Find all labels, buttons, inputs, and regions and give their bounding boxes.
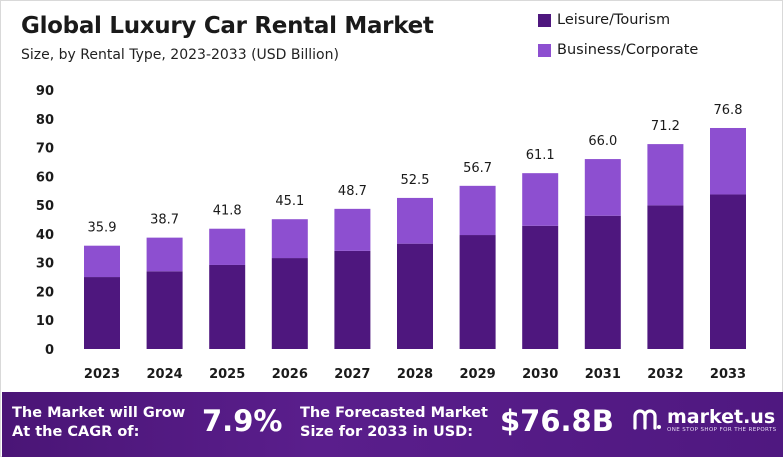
x-tick-label-2030: 2030 xyxy=(522,367,558,382)
brand-logo: market.us ONE STOP SHOP FOR THE REPORTS xyxy=(632,406,777,434)
data-label-2024: 38.7 xyxy=(150,213,179,228)
bar-leisure-2029 xyxy=(459,235,496,349)
y-tick-label-80: 80 xyxy=(36,113,54,128)
data-label-2026: 45.1 xyxy=(275,194,304,209)
bar-business-2027 xyxy=(334,208,371,251)
x-tick-label-2025: 2025 xyxy=(209,367,245,382)
bar-business-2033 xyxy=(710,127,746,195)
legend-item-leisure: Leisure/Tourism xyxy=(538,7,698,33)
x-tick-label-2024: 2024 xyxy=(147,367,183,382)
data-label-2027: 48.7 xyxy=(338,184,367,199)
data-label-2023: 35.9 xyxy=(88,221,117,236)
legend-label-leisure: Leisure/Tourism xyxy=(557,12,671,28)
forecast-label-line1: The Forecasted Market xyxy=(300,405,488,421)
x-tick-label-2029: 2029 xyxy=(460,367,496,382)
cagr-value: 7.9% xyxy=(202,404,283,438)
market-us-logo-icon xyxy=(633,409,661,430)
bar-chart: 010203040506070809035.9202338.7202441.82… xyxy=(36,84,746,382)
bar-business-2029 xyxy=(459,185,496,236)
legend-label-business: Business/Corporate xyxy=(557,42,699,58)
bar-business-2025 xyxy=(209,228,246,265)
bar-leisure-2030 xyxy=(522,225,559,349)
bar-business-2032 xyxy=(647,144,684,206)
forecast-label-line2: Size for 2033 in USD: xyxy=(300,424,474,440)
y-tick-label-40: 40 xyxy=(36,228,54,243)
y-tick-label-30: 30 xyxy=(36,257,54,272)
x-tick-label-2032: 2032 xyxy=(647,367,683,382)
y-tick-label-10: 10 xyxy=(36,314,54,329)
bar-business-2026 xyxy=(271,219,308,259)
footer-banner: The Market will Grow At the CAGR of: 7.9… xyxy=(2,392,783,457)
y-tick-label-20: 20 xyxy=(36,285,54,300)
x-tick-label-2026: 2026 xyxy=(272,367,308,382)
forecast-label: The Forecasted Market Size for 2033 in U… xyxy=(300,404,488,442)
bar-business-2031 xyxy=(584,159,621,216)
x-tick-label-2033: 2033 xyxy=(710,367,746,382)
bar-leisure-2031 xyxy=(584,215,621,349)
y-tick-label-0: 0 xyxy=(45,343,54,358)
x-tick-label-2031: 2031 xyxy=(585,367,621,382)
bar-leisure-2024 xyxy=(146,271,183,349)
chart-subtitle: Size, by Rental Type, 2023-2033 (USD Bil… xyxy=(21,47,339,63)
data-label-2032: 71.2 xyxy=(651,119,680,134)
bar-leisure-2032 xyxy=(647,205,684,349)
legend: Leisure/Tourism Business/Corporate xyxy=(538,7,698,67)
bar-leisure-2027 xyxy=(334,250,371,349)
bar-leisure-2023 xyxy=(84,277,120,349)
bar-business-2028 xyxy=(397,197,433,244)
brand-name: market.us xyxy=(667,406,776,428)
bar-leisure-2028 xyxy=(397,243,433,349)
x-tick-label-2027: 2027 xyxy=(334,367,370,382)
data-label-2030: 61.1 xyxy=(526,148,555,163)
brand-tagline: ONE STOP SHOP FOR THE REPORTS xyxy=(667,427,777,433)
x-tick-label-2023: 2023 xyxy=(84,367,120,382)
data-label-2033: 76.8 xyxy=(714,103,743,118)
y-tick-label-50: 50 xyxy=(36,199,54,214)
data-label-2025: 41.8 xyxy=(213,204,242,219)
bar-business-2024 xyxy=(146,237,183,272)
legend-swatch-business xyxy=(538,43,551,57)
legend-item-business: Business/Corporate xyxy=(538,37,698,63)
bar-leisure-2025 xyxy=(209,264,246,349)
y-tick-label-90: 90 xyxy=(36,84,54,99)
data-label-2031: 66.0 xyxy=(588,134,617,149)
cagr-label-line1: The Market will Grow xyxy=(12,405,186,421)
cagr-label-line2: At the CAGR of: xyxy=(12,424,140,440)
y-tick-label-70: 70 xyxy=(36,142,54,157)
bar-business-2030 xyxy=(522,173,559,226)
cagr-label: The Market will Grow At the CAGR of: xyxy=(12,404,185,442)
bar-business-2023 xyxy=(84,245,120,278)
data-label-2029: 56.7 xyxy=(463,161,492,176)
bar-leisure-2033 xyxy=(710,194,746,349)
y-tick-label-60: 60 xyxy=(36,170,54,185)
forecast-value: $76.8B xyxy=(500,404,614,438)
data-label-2028: 52.5 xyxy=(401,173,430,188)
x-tick-label-2028: 2028 xyxy=(397,367,433,382)
legend-swatch-leisure xyxy=(538,13,551,27)
bar-leisure-2026 xyxy=(271,258,308,349)
chart-title: Global Luxury Car Rental Market xyxy=(21,13,434,39)
